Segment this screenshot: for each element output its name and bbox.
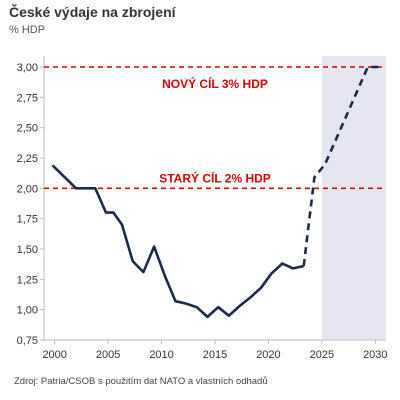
chart-subtitle: % HDP — [9, 24, 46, 36]
y-tick-label: 2,50 — [17, 123, 38, 135]
reference-lines — [44, 66, 386, 190]
x-tick-label: 2005 — [96, 349, 120, 361]
reference-label: NOVÝ CÍL 3% HDP — [162, 76, 268, 91]
chart-title: České výdaje na zbrojení — [9, 4, 176, 20]
x-tick-label: 2015 — [203, 349, 227, 361]
reference-label: STARÝ CÍL 2% HDP — [159, 171, 271, 186]
y-tick-label: 0,75 — [17, 335, 38, 347]
y-tick-label: 3,00 — [17, 62, 38, 74]
series-lines — [51, 65, 379, 319]
chart-source: Zdroj: Patria/CSOB s použitím dat NATO a… — [14, 376, 268, 387]
x-tick-label: 2025 — [310, 349, 334, 361]
y-tick-label: 1,75 — [17, 214, 38, 226]
x-tick-label: 2000 — [42, 349, 66, 361]
historical-line — [51, 164, 304, 319]
x-tick-label: 2010 — [149, 349, 173, 361]
x-tick-label: 2020 — [256, 349, 280, 361]
y-tick-label: 1,50 — [17, 244, 38, 256]
y-tick-label: 2,25 — [17, 153, 38, 165]
reference-annotations: NOVÝ CÍL 3% HDP STARÝ CÍL 2% HDP — [159, 76, 271, 186]
y-tick-label: 2,00 — [17, 183, 38, 195]
x-axis-ticks: 2000 2005 2010 2015 2020 2025 2030 — [42, 340, 388, 361]
forecast-line — [302, 65, 379, 267]
y-axis-ticks: 0,75 1,00 1,25 1,50 1,75 2,00 2,25 2,50 2,75 3,00 — [17, 62, 44, 347]
y-tick-label: 1,00 — [17, 305, 38, 317]
y-tick-label: 2,75 — [17, 92, 38, 104]
y-tick-label: 1,25 — [17, 274, 38, 286]
x-tick-label: 2030 — [363, 349, 387, 361]
forecast-band — [321, 56, 386, 340]
